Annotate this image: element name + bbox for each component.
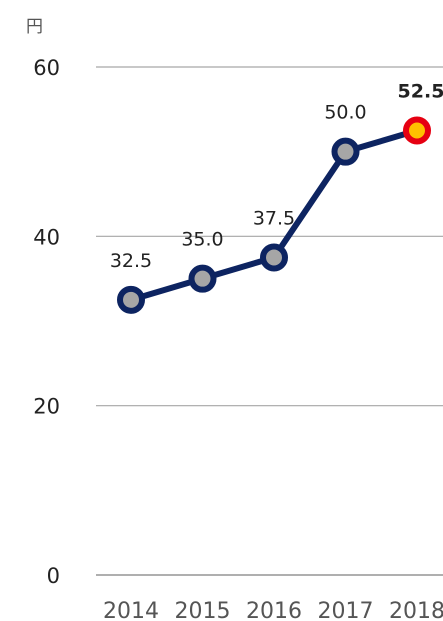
y-tick-label: 0 (47, 564, 60, 588)
data-label: 52.5 (398, 81, 443, 103)
x-tick-label: 2015 (175, 599, 231, 621)
data-point (117, 285, 145, 314)
data-points (117, 116, 431, 314)
y-tick-label: 20 (33, 395, 60, 419)
data-point (331, 137, 360, 166)
data-label: 32.5 (110, 250, 152, 272)
y-tick-labels: 0 20 40 60 (33, 56, 60, 588)
y-tick-label: 60 (33, 56, 60, 80)
x-tick-label: 2017 (318, 599, 374, 621)
highlight-data-point (403, 116, 431, 145)
y-tick-label: 40 (33, 225, 60, 249)
data-point (260, 243, 288, 272)
data-point (188, 264, 217, 293)
data-label: 37.5 (253, 208, 295, 230)
gridlines (96, 66, 443, 576)
x-tick-label: 2014 (103, 599, 159, 621)
data-labels: 32.5 35.0 37.5 50.0 52.5 (110, 81, 443, 272)
x-tick-label: 2016 (246, 599, 302, 621)
data-label: 50.0 (324, 102, 366, 124)
data-label: 35.0 (181, 229, 223, 251)
y-axis-unit-label: 円 (26, 17, 43, 37)
x-tick-labels: 2014 2015 2016 2017 2018 (103, 599, 443, 621)
x-tick-label: 2018 (389, 599, 443, 621)
